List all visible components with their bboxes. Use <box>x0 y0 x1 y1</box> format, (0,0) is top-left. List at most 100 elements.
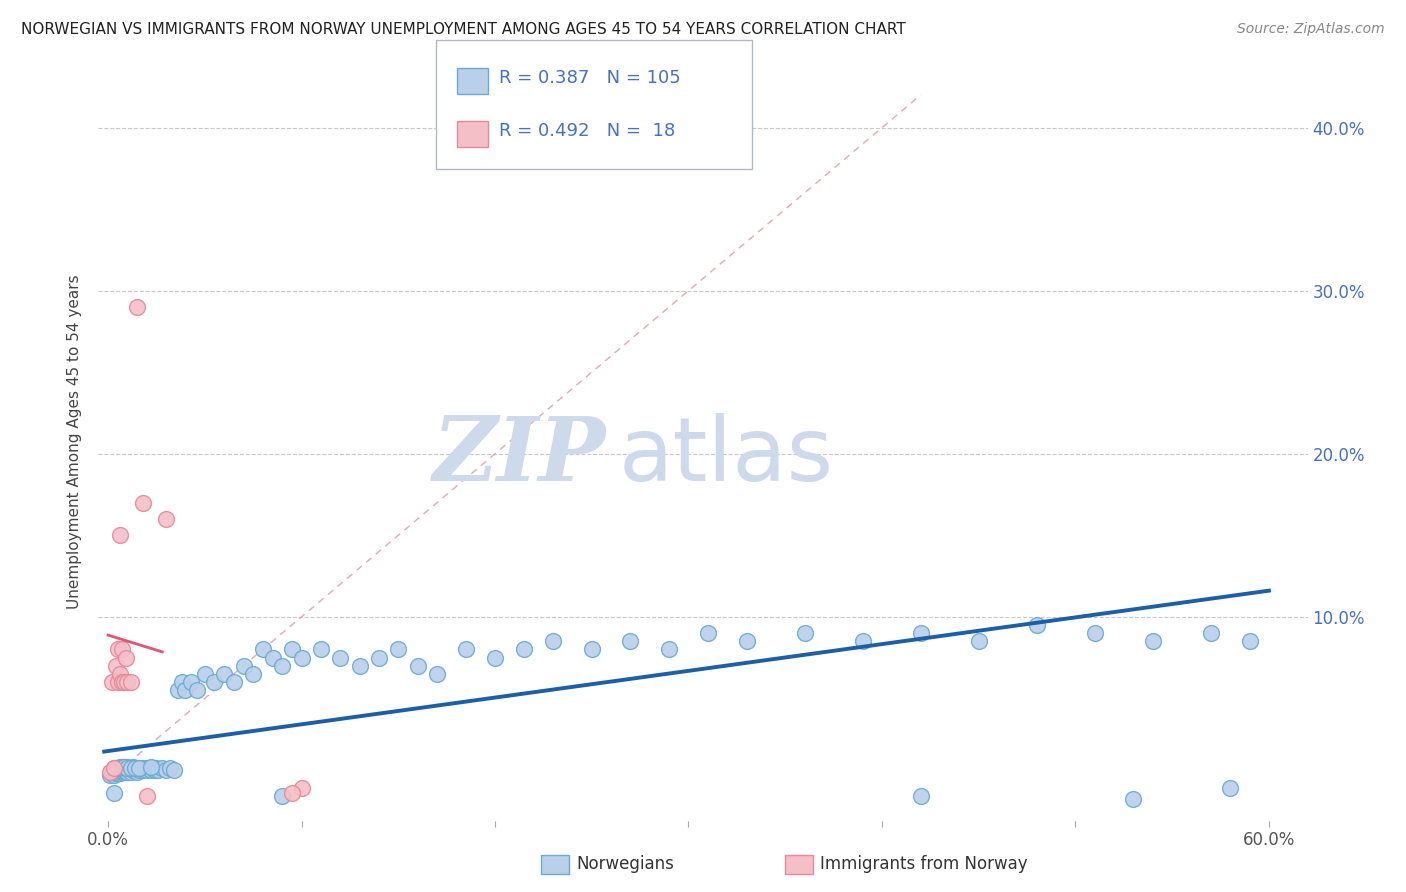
Point <box>581 642 603 657</box>
Point <box>107 763 129 777</box>
Point <box>271 658 294 673</box>
Point <box>111 760 134 774</box>
Point <box>108 666 131 681</box>
Point <box>107 762 129 776</box>
Point <box>101 766 124 780</box>
Point <box>1122 792 1144 806</box>
Point <box>143 763 166 777</box>
Point <box>484 650 506 665</box>
Point <box>852 634 875 648</box>
Point <box>426 666 449 681</box>
Point <box>1142 634 1164 648</box>
Point <box>104 766 127 780</box>
Point <box>135 763 157 777</box>
Point <box>242 666 264 681</box>
Point <box>166 683 188 698</box>
Point <box>114 650 136 665</box>
Point <box>120 764 142 779</box>
Text: Immigrants from Norway: Immigrants from Norway <box>820 855 1028 873</box>
Point <box>111 764 134 779</box>
Text: Source: ZipAtlas.com: Source: ZipAtlas.com <box>1237 22 1385 37</box>
Point <box>967 634 990 648</box>
Point <box>180 675 202 690</box>
Point <box>117 763 139 777</box>
Point <box>112 764 135 779</box>
Point <box>1239 634 1261 648</box>
Point <box>134 762 156 776</box>
Point <box>107 764 129 779</box>
Y-axis label: Unemployment Among Ages 45 to 54 years: Unemployment Among Ages 45 to 54 years <box>67 274 83 609</box>
Point <box>658 642 681 657</box>
Text: R = 0.387   N = 105: R = 0.387 N = 105 <box>499 70 681 87</box>
Point <box>114 764 136 779</box>
Point <box>124 762 146 776</box>
Point <box>1219 780 1241 795</box>
Point <box>290 780 312 795</box>
Point <box>120 675 142 690</box>
Point <box>329 650 352 665</box>
Point <box>122 760 145 774</box>
Point <box>111 642 134 657</box>
Point <box>104 762 127 776</box>
Point <box>150 762 173 776</box>
Point <box>127 300 149 314</box>
Point <box>252 642 274 657</box>
Point <box>155 763 177 777</box>
Point <box>103 786 125 800</box>
Point <box>103 768 125 782</box>
Point <box>148 763 170 777</box>
Point <box>103 766 125 780</box>
Point <box>262 650 284 665</box>
Point <box>111 763 134 777</box>
Point <box>454 642 477 657</box>
Point <box>204 675 226 690</box>
Point <box>98 764 121 779</box>
Point <box>117 675 139 690</box>
Point <box>186 683 208 698</box>
Point <box>103 762 125 776</box>
Point <box>108 528 131 542</box>
Point <box>159 762 181 776</box>
Point <box>212 666 235 681</box>
Point <box>142 762 165 776</box>
Point <box>1025 618 1047 632</box>
Text: NORWEGIAN VS IMMIGRANTS FROM NORWAY UNEMPLOYMENT AMONG AGES 45 TO 54 YEARS CORRE: NORWEGIAN VS IMMIGRANTS FROM NORWAY UNEM… <box>21 22 905 37</box>
Point <box>1199 626 1222 640</box>
Point <box>114 762 136 776</box>
Point <box>910 789 932 804</box>
Point <box>117 760 139 774</box>
Point <box>127 762 149 776</box>
Point <box>118 762 141 776</box>
Text: R = 0.492   N =  18: R = 0.492 N = 18 <box>499 122 675 140</box>
Point <box>101 764 124 779</box>
Point <box>368 650 391 665</box>
Point <box>793 626 815 640</box>
Point <box>104 658 127 673</box>
Point <box>222 675 245 690</box>
Point <box>118 763 141 777</box>
Point <box>111 675 134 690</box>
Point <box>124 762 146 776</box>
Point <box>129 762 152 776</box>
Point <box>112 675 135 690</box>
Point <box>112 763 135 777</box>
Point <box>122 763 145 777</box>
Point <box>406 658 429 673</box>
Point <box>281 786 304 800</box>
Point <box>127 764 149 779</box>
Point <box>117 762 139 776</box>
Point <box>139 763 162 777</box>
Point <box>103 763 125 777</box>
Point <box>135 789 157 804</box>
Point <box>108 762 131 776</box>
Point <box>107 642 129 657</box>
Point <box>138 762 160 776</box>
Point <box>120 762 142 776</box>
Text: atlas: atlas <box>619 413 834 500</box>
Point <box>281 642 304 657</box>
Point <box>108 766 131 780</box>
Point <box>232 658 254 673</box>
Point <box>163 763 186 777</box>
Point <box>107 675 129 690</box>
Point <box>619 634 641 648</box>
